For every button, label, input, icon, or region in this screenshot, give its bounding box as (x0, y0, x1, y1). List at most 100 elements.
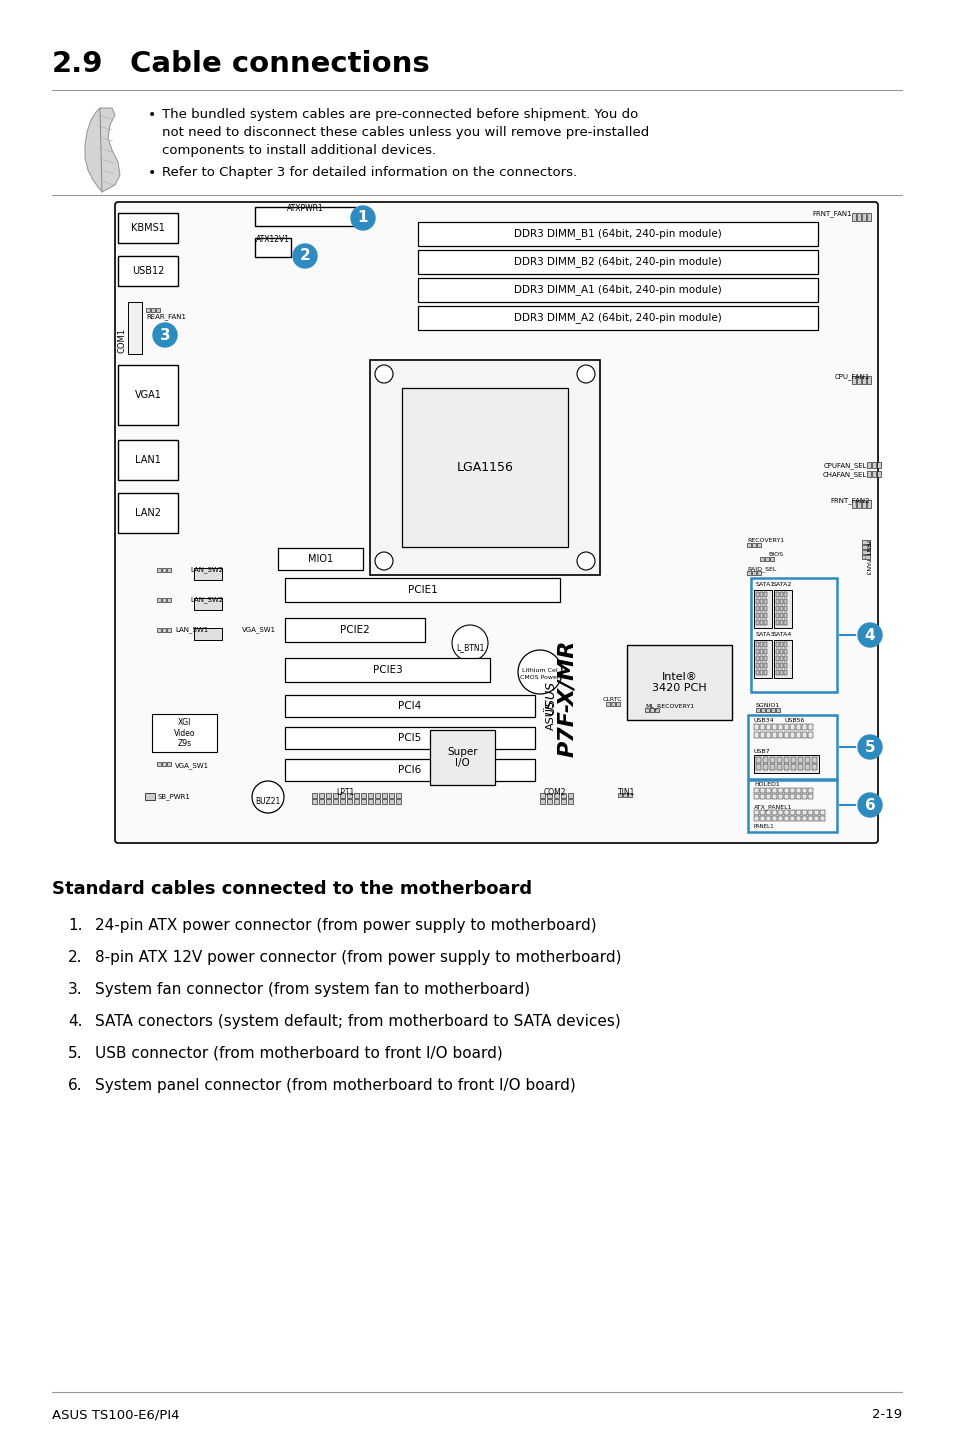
Bar (801, 815, 806, 821)
Bar (783, 620, 786, 626)
Bar (339, 792, 345, 798)
Bar (862, 375, 865, 384)
Text: 2: 2 (299, 249, 310, 263)
Bar (329, 209, 335, 216)
Bar (765, 732, 770, 738)
Bar (775, 656, 779, 661)
Text: COM2: COM2 (543, 788, 566, 797)
Bar (753, 788, 759, 792)
Bar (856, 500, 861, 508)
Bar (193, 628, 222, 640)
Bar (807, 810, 812, 815)
Bar (804, 764, 809, 769)
Text: TIN1: TIN1 (618, 788, 635, 797)
Text: ML_RECOVERY1: ML_RECOVERY1 (644, 703, 694, 709)
Bar (760, 810, 764, 815)
Bar (783, 815, 788, 821)
Bar (795, 810, 801, 815)
Bar (789, 794, 794, 800)
Bar (795, 723, 801, 731)
Bar (256, 240, 263, 246)
Bar (763, 656, 766, 661)
Text: Intel®
3420 PCH: Intel® 3420 PCH (652, 672, 706, 693)
Bar (755, 600, 759, 604)
Text: USB34: USB34 (753, 718, 774, 723)
Bar (760, 641, 762, 647)
Bar (273, 209, 278, 216)
Circle shape (517, 650, 561, 695)
Bar (193, 568, 222, 580)
Bar (430, 731, 495, 785)
Text: DDR3 DIMM_B1 (64bit, 240-pin module): DDR3 DIMM_B1 (64bit, 240-pin module) (514, 229, 721, 240)
Text: COM1: COM1 (117, 328, 127, 352)
Bar (554, 800, 558, 804)
Text: SATA4: SATA4 (772, 631, 792, 637)
Bar (801, 723, 806, 731)
Text: PCI4: PCI4 (398, 700, 421, 710)
Bar (811, 756, 816, 764)
Bar (780, 605, 782, 611)
Bar (567, 792, 573, 798)
Bar (876, 472, 880, 477)
Bar (389, 792, 394, 798)
Bar (746, 571, 750, 575)
Bar (320, 216, 327, 221)
Bar (780, 592, 782, 597)
Bar (753, 732, 759, 738)
Bar (755, 764, 760, 769)
Bar (162, 568, 166, 572)
Bar (856, 213, 861, 221)
FancyBboxPatch shape (115, 201, 877, 843)
Bar (813, 815, 818, 821)
Bar (313, 209, 318, 216)
Bar (285, 578, 559, 603)
Bar (775, 605, 779, 611)
Bar (789, 815, 794, 821)
Text: BUZ21: BUZ21 (255, 797, 280, 807)
Bar (167, 762, 171, 766)
Circle shape (375, 365, 393, 383)
Bar (347, 792, 352, 798)
Text: LAN2: LAN2 (135, 508, 161, 518)
Bar (780, 600, 782, 604)
Bar (755, 663, 759, 669)
Bar (771, 810, 776, 815)
Bar (265, 247, 271, 253)
Bar (862, 555, 869, 559)
Bar (801, 794, 806, 800)
Bar (775, 620, 779, 626)
Bar (417, 306, 817, 329)
Bar (775, 613, 779, 618)
Bar (783, 764, 788, 769)
Bar (765, 815, 770, 821)
Bar (554, 792, 558, 798)
Bar (289, 209, 294, 216)
Text: 3: 3 (159, 328, 171, 342)
Text: PCI6: PCI6 (398, 765, 421, 775)
Bar (157, 598, 161, 603)
Bar (775, 641, 779, 647)
Bar (851, 375, 855, 384)
Bar (866, 375, 870, 384)
Text: SATA3: SATA3 (755, 631, 775, 637)
Bar (755, 670, 759, 674)
Bar (296, 209, 303, 216)
Bar (762, 756, 767, 764)
Bar (751, 544, 755, 546)
Circle shape (452, 626, 488, 661)
Bar (783, 613, 786, 618)
Circle shape (577, 552, 595, 569)
Bar (539, 792, 544, 798)
Text: LPT1: LPT1 (335, 788, 354, 797)
Bar (771, 723, 776, 731)
Bar (285, 695, 535, 718)
Bar (610, 702, 615, 706)
Bar (783, 649, 786, 654)
Bar (339, 800, 345, 804)
Bar (285, 659, 490, 682)
Bar (128, 302, 142, 354)
Text: ASUS: ASUS (545, 700, 556, 731)
Bar (118, 493, 178, 533)
Bar (753, 755, 818, 774)
Bar (157, 628, 161, 631)
